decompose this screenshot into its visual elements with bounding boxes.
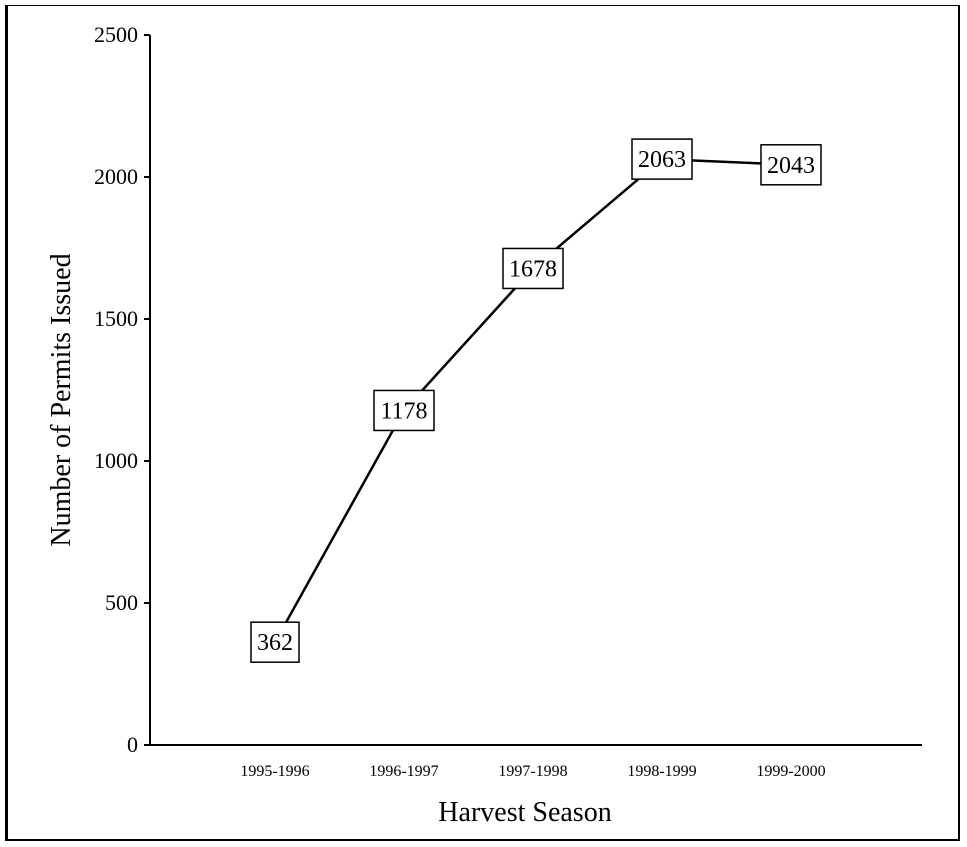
data-label-text: 2043 [767, 153, 815, 179]
x-tick-label: 1997-1998 [498, 763, 567, 780]
data-label-box [373, 389, 435, 432]
y-tick-label: 0 [127, 732, 138, 757]
x-tick-label: 1995-1996 [240, 763, 309, 780]
data-labels: 362 1178 1678 2063 2043 [250, 138, 822, 663]
x-tick-label: 1996-1997 [369, 763, 438, 780]
data-label: 2063 [631, 138, 693, 180]
data-label-box [250, 621, 300, 663]
y-tick-label: 1500 [94, 306, 138, 331]
x-axis-title: Harvest Season [438, 797, 611, 828]
data-label: 1678 [502, 247, 564, 290]
y-tick-label: 500 [105, 590, 138, 615]
data-label: 2043 [760, 144, 822, 186]
data-label-box [760, 144, 822, 186]
data-label-text: 2063 [638, 147, 686, 173]
x-tick-label: 1998-1999 [627, 763, 696, 780]
y-tick-label: 1000 [94, 448, 138, 473]
series-line [273, 157, 793, 644]
x-tick-label: 1999-2000 [756, 763, 825, 780]
series-polyline [273, 157, 792, 643]
y-tick-label: 2500 [94, 22, 138, 47]
axes [149, 35, 922, 746]
y-tick-label: 2000 [94, 164, 138, 189]
data-label-text: 1178 [380, 398, 427, 424]
data-label-text: 362 [257, 630, 293, 656]
data-label-text: 1678 [509, 256, 557, 282]
data-label: 362 [250, 621, 300, 663]
x-tick-labels: 1995-1996 1996-1997 1997-1998 1998-1999 1999… [240, 763, 825, 780]
data-label-box [502, 247, 564, 290]
y-axis-title: Number of Permits Issued [46, 253, 77, 546]
y-ticks: 0 500 1000 1500 2000 2500 [94, 22, 150, 757]
data-label: 1178 [373, 389, 435, 432]
data-label-box [631, 138, 693, 180]
